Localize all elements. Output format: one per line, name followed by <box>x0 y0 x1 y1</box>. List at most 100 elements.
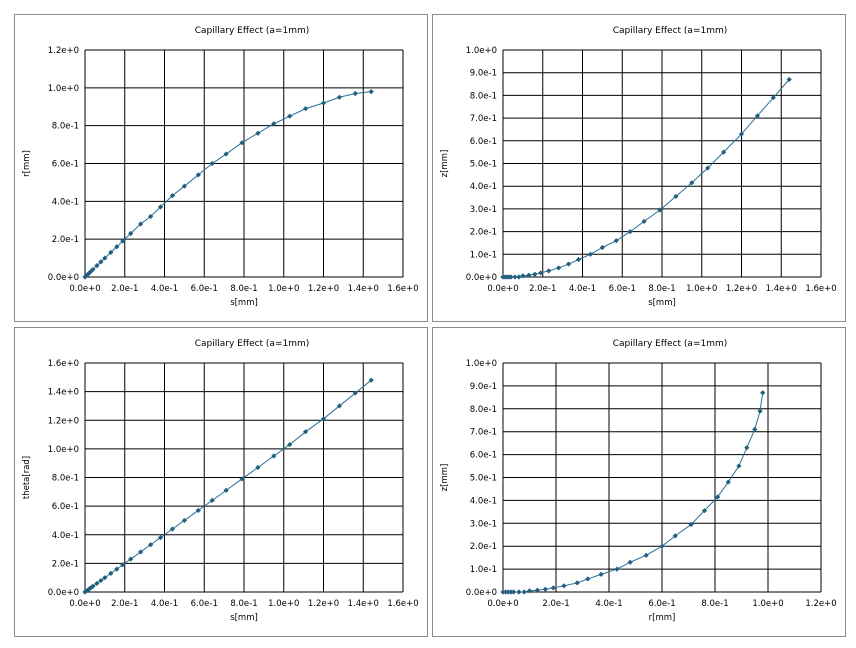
data-point-marker <box>157 204 164 210</box>
x-axis-label: s[mm] <box>648 298 676 308</box>
data-point-marker <box>287 441 293 448</box>
x-tick-label: 0.0e+0 <box>69 284 100 294</box>
data-point-marker <box>271 121 277 127</box>
data-point-marker <box>88 268 94 274</box>
y-tick-label: 1.0e-1 <box>470 565 497 575</box>
x-tick-label: 1.6e+0 <box>387 284 418 294</box>
x-tick-label: 1.0e+0 <box>752 599 783 609</box>
x-tick-label: 1.0e+0 <box>268 284 299 294</box>
data-point-marker <box>516 589 522 595</box>
data-point-marker <box>303 106 309 112</box>
x-tick-label: 4.0e-1 <box>151 599 178 609</box>
plot-grid <box>84 49 404 278</box>
data-point-marker <box>587 251 594 257</box>
x-tick-label: 8.0e-1 <box>648 284 675 294</box>
y-tick-label: 1.6e+0 <box>48 359 79 369</box>
data-point-marker <box>147 542 154 548</box>
y-tick-label: 0.0e+0 <box>466 588 497 598</box>
y-tick-label: 9.0e-1 <box>470 69 497 79</box>
y-tick-label: 6.0e-1 <box>52 160 79 170</box>
y-tick-label: 0.0e+0 <box>48 273 79 283</box>
data-point-marker <box>90 583 96 589</box>
chart-svg-z-vs-s: Capillary Effect (a=1mm) 0.0e+0 2.0e-1 4.0e… <box>440 26 837 308</box>
data-point-marker <box>508 274 514 280</box>
x-tick-label: 2.0e-1 <box>542 599 569 609</box>
plot-grid <box>502 49 822 278</box>
x-tick-label: 1.6e+0 <box>387 599 418 609</box>
y-tick-label: 1.0e+0 <box>48 84 79 94</box>
x-tick-label: 4.0e-1 <box>595 599 622 609</box>
data-point-marker <box>532 271 538 277</box>
y-tick-label: 6.0e-1 <box>52 502 79 512</box>
chart-panel-theta-vs-s: Capillary Effect (a=1mm) 0.0e+0 2.0e-1 4.0e… <box>14 327 428 637</box>
data-point-marker <box>114 244 120 250</box>
x-tick-label: 2.0e-1 <box>111 284 138 294</box>
chart-panel-r-vs-s: Capillary Effect (a=1mm) 0.0e+0 2.0e-1 4.0e… <box>14 14 428 322</box>
data-point-marker <box>138 549 144 555</box>
y-tick-label: 2.0e-1 <box>470 228 497 238</box>
x-tick-label: 1.2e+0 <box>308 284 339 294</box>
y-tick-label: 8.0e-1 <box>470 91 497 101</box>
data-point-marker <box>352 90 358 97</box>
data-point-marker <box>500 589 506 595</box>
x-axis-label: r[mm] <box>649 613 676 623</box>
data-point-marker <box>157 535 164 541</box>
data-point-marker <box>520 273 526 279</box>
data-point-marker <box>508 589 514 595</box>
data-point-marker <box>561 583 567 589</box>
data-point-marker <box>120 238 126 244</box>
data-point-marker <box>195 507 201 514</box>
data-point-marker <box>643 552 649 558</box>
data-point-marker <box>585 576 591 582</box>
x-tick-label: 8.0e-1 <box>230 599 257 609</box>
x-tick-label: 6.0e-1 <box>191 284 218 294</box>
data-point-marker <box>689 180 695 186</box>
y-tick-label: 5.0e-1 <box>470 474 497 484</box>
x-tick-label: 1.4e+0 <box>348 599 379 609</box>
data-point-marker <box>138 221 144 227</box>
chart-panel-z-vs-r: Capillary Effect (a=1mm) 0.0e+0 2.0e-1 4.0e… <box>432 327 846 637</box>
y-tick-label: 8.0e-1 <box>52 122 79 132</box>
data-point-marker <box>181 183 187 189</box>
y-tick-label: 2.0e-1 <box>52 559 79 569</box>
x-tick-label: 0.0e+0 <box>487 284 518 294</box>
y-tick-label: 4.0e-1 <box>470 496 497 506</box>
data-point-marker <box>128 556 134 562</box>
data-point-marker <box>169 193 176 199</box>
data-point-marker <box>565 261 572 267</box>
data-point-marker <box>368 89 374 95</box>
data-point-marker <box>98 577 104 584</box>
data-point-marker <box>627 229 633 235</box>
x-tick-label: 8.0e-1 <box>230 284 257 294</box>
data-point-marker <box>181 517 187 524</box>
data-point-marker <box>102 575 108 581</box>
x-tick-label: 6.0e-1 <box>609 284 636 294</box>
y-tick-label: 3.0e-1 <box>470 205 497 215</box>
x-tick-label: 6.0e-1 <box>191 599 218 609</box>
data-point-marker <box>786 76 792 83</box>
chart-svg-z-vs-r: Capillary Effect (a=1mm) 0.0e+0 2.0e-1 4.0e… <box>440 339 837 623</box>
data-point-marker <box>705 165 711 171</box>
data-point-marker <box>770 95 776 101</box>
y-tick-label: 1.0e+0 <box>48 445 79 455</box>
x-tick-label: 1.0e+0 <box>686 284 717 294</box>
y-tick-label: 0.0e+0 <box>466 273 497 283</box>
data-point-marker <box>86 586 92 592</box>
data-point-marker <box>521 589 527 595</box>
data-point-marker <box>641 218 647 224</box>
y-axis-label: z[mm] <box>440 464 450 492</box>
x-tick-label: 1.4e+0 <box>348 284 379 294</box>
data-point-marker <box>659 543 665 549</box>
x-tick-label: 1.2e+0 <box>726 284 757 294</box>
y-tick-label: 1.0e+0 <box>466 359 497 369</box>
y-tick-label: 3.0e-1 <box>470 519 497 529</box>
data-point-marker <box>108 249 114 256</box>
y-tick-label: 6.0e-1 <box>470 137 497 147</box>
data-point-marker <box>538 270 544 276</box>
data-point-marker <box>738 131 745 137</box>
series-line <box>84 379 372 593</box>
data-point-marker <box>223 151 229 157</box>
data-point-marker <box>599 244 605 251</box>
y-tick-label: 8.0e-1 <box>52 474 79 484</box>
y-tick-label: 4.0e-1 <box>470 182 497 192</box>
